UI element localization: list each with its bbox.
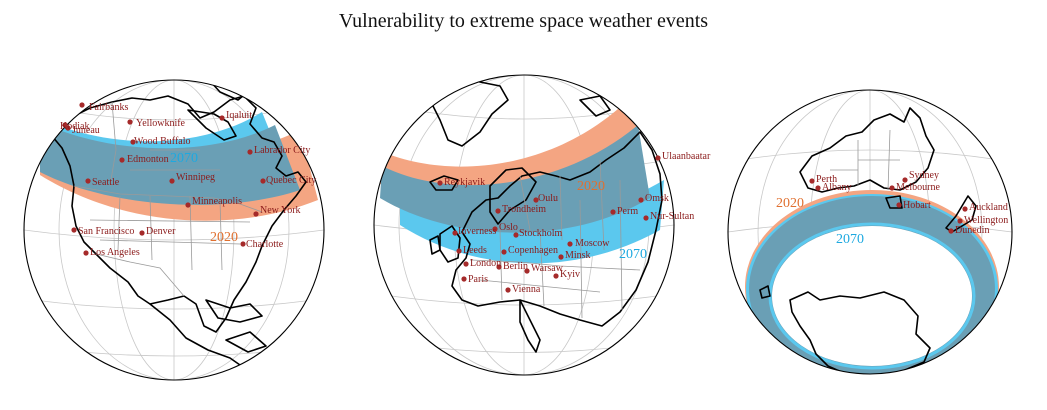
city-label: Moscow xyxy=(575,238,610,249)
city-label: Leeds xyxy=(463,245,487,256)
globe-north-america: Fairbanks Yellowknife Iqaluit Kodiak Jun… xyxy=(23,79,325,381)
city-label: Warsaw xyxy=(531,263,564,274)
city-label: Los Angeles xyxy=(90,247,140,258)
city-label: Vienna xyxy=(512,284,541,295)
city-label: Sydney xyxy=(909,170,939,181)
city-label: Omsk xyxy=(645,193,669,204)
city-label: Dunedin xyxy=(955,225,989,236)
year-label-2020: 2020 xyxy=(210,230,238,245)
city-label: San Francisco xyxy=(78,226,134,237)
city-label: Ulaanbaatar xyxy=(662,151,711,162)
figure-title: Vulnerability to extreme space weather e… xyxy=(338,10,709,32)
year-label-2070: 2070 xyxy=(619,247,647,262)
city-label: Edmonton xyxy=(127,154,169,165)
city-label: Stockholm xyxy=(519,228,563,239)
city-label: Denver xyxy=(146,226,176,237)
globe-australia-antarctica: Perth Albany Sydney Melbourne Hobart Auc… xyxy=(727,89,1013,375)
city-markers xyxy=(62,102,266,256)
city-label: Oslo xyxy=(499,222,518,233)
city-label: Auckland xyxy=(969,202,1008,213)
city-label: Reykjavik xyxy=(444,177,485,188)
coastline-north-america xyxy=(51,95,307,333)
coastline-greenland xyxy=(429,79,509,147)
coastline-europe xyxy=(451,131,663,327)
city-label: Hobart xyxy=(903,200,931,211)
city-label: New York xyxy=(260,205,301,216)
city-label: Berlin xyxy=(503,261,528,272)
globe-europe-asia: Ulaanbaatar Reykjavik Oulu Trondheim Oms… xyxy=(373,74,711,376)
year-label-2070: 2070 xyxy=(836,232,864,247)
city-label: Juneau xyxy=(72,125,100,136)
city-label: Quebec City xyxy=(266,175,316,186)
city-label: Minsk xyxy=(565,250,591,261)
year-label-2020: 2020 xyxy=(577,179,605,194)
country-borders xyxy=(73,101,263,297)
city-label: Minneapolis xyxy=(192,196,242,207)
city-markers xyxy=(437,155,661,293)
city-markers xyxy=(809,177,968,234)
city-label: Charlotte xyxy=(246,239,284,250)
city-label: Wood Buffalo xyxy=(134,136,191,147)
city-label: London xyxy=(470,258,501,269)
coastline-antarctica xyxy=(789,291,931,374)
country-borders xyxy=(830,129,900,191)
year-label-2070: 2070 xyxy=(170,151,198,166)
country-borders xyxy=(469,159,641,319)
city-label: Iqaluit xyxy=(226,110,252,121)
city-label: Labrador City xyxy=(254,145,310,156)
city-label: Trondheim xyxy=(502,204,546,215)
band-overlap xyxy=(380,125,650,233)
city-label: Yellowknife xyxy=(136,118,186,129)
city-label: Wellington xyxy=(964,215,1008,226)
city-label: Perm xyxy=(617,206,638,217)
coastline-australia xyxy=(799,107,935,193)
city-label: Copenhagen xyxy=(508,245,558,256)
city-label: Albany xyxy=(822,182,851,193)
city-label: Paris xyxy=(468,274,488,285)
city-label: Fairbanks xyxy=(89,102,129,113)
city-label: Inverness xyxy=(458,226,496,237)
city-label: Oulu xyxy=(538,193,558,204)
city-label: Kyiv xyxy=(560,269,580,280)
city-label: Kodiak xyxy=(60,121,89,132)
year-label-2020: 2020 xyxy=(776,196,804,211)
band-overlap xyxy=(40,122,300,205)
city-label: Melbourne xyxy=(896,182,940,193)
city-label: Seattle xyxy=(92,177,120,188)
city-label: Perth xyxy=(816,174,837,185)
city-label: Winnipeg xyxy=(176,172,215,183)
city-label: Nur-Sultan xyxy=(650,211,694,222)
